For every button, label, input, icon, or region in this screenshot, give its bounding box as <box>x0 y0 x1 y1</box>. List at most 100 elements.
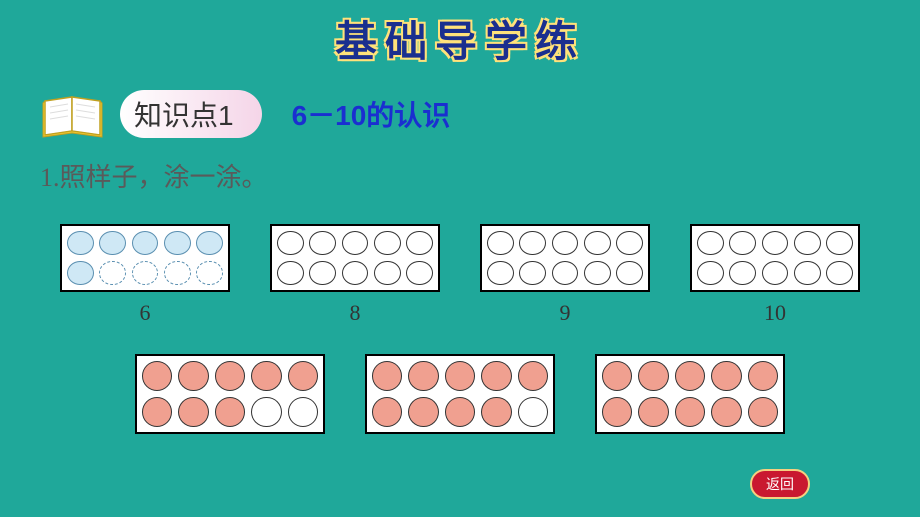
circle-icon <box>748 361 778 391</box>
grid-cell <box>673 359 707 393</box>
circle-icon <box>178 361 208 391</box>
grid-cell <box>176 359 210 393</box>
circle-icon <box>697 261 724 286</box>
circle-icon <box>445 361 475 391</box>
circle-icon <box>99 261 126 286</box>
grid-cell <box>760 229 790 257</box>
grid-cell <box>372 229 402 257</box>
grid-cell <box>792 229 822 257</box>
grid-cell <box>162 259 192 287</box>
grid-label: 6 <box>140 300 151 326</box>
circle-icon <box>794 261 821 286</box>
grid-cell <box>340 229 370 257</box>
circle-icon <box>729 231 756 256</box>
grid-cell <box>405 259 435 287</box>
grid-cell <box>195 259 225 287</box>
knowledge-subtitle: 6－10的认识 <box>292 94 451 134</box>
circle-icon <box>519 261 546 286</box>
grid-block: 10 <box>690 224 860 326</box>
grid-cell <box>695 229 725 257</box>
grid-cell <box>140 395 174 429</box>
grid-label: 10 <box>764 300 786 326</box>
circle-icon <box>748 397 778 427</box>
circle-icon <box>487 231 514 256</box>
circle-icon <box>178 397 208 427</box>
grid-cell <box>97 259 127 287</box>
grid-cell <box>582 259 612 287</box>
grid-cell <box>636 359 670 393</box>
circle-icon <box>518 397 548 427</box>
grid-cell <box>130 259 160 287</box>
circle-icon <box>408 361 438 391</box>
book-icon <box>40 89 110 139</box>
grid-cell <box>516 359 550 393</box>
grid-cell <box>746 359 780 393</box>
circle-icon <box>406 231 433 256</box>
circle-icon <box>251 397 281 427</box>
circle-icon <box>552 261 579 286</box>
circle-icon <box>408 397 438 427</box>
circle-icon <box>519 231 546 256</box>
grid-cell <box>636 395 670 429</box>
circle-icon <box>372 397 402 427</box>
circle-icon <box>445 397 475 427</box>
circle-icon <box>711 397 741 427</box>
grid-cell <box>249 359 283 393</box>
circle-icon <box>99 231 126 256</box>
circle-icon <box>309 261 336 286</box>
circle-icon <box>729 261 756 286</box>
grid-cell <box>825 259 855 287</box>
ten-frame-grid <box>365 354 555 434</box>
grid-block <box>595 354 785 434</box>
grid-cell <box>370 359 404 393</box>
circle-icon <box>164 231 191 256</box>
circle-icon <box>215 397 245 427</box>
ten-frame-grid <box>690 224 860 292</box>
grid-cell <box>65 229 95 257</box>
circle-icon <box>288 361 318 391</box>
return-button[interactable]: 返回 <box>750 469 810 499</box>
grid-label: 9 <box>560 300 571 326</box>
grid-cell <box>709 359 743 393</box>
grid-cell <box>485 229 515 257</box>
grid-label: 8 <box>350 300 361 326</box>
ten-frame-grid <box>60 224 230 292</box>
grid-cell <box>286 395 320 429</box>
grid-cell <box>673 395 707 429</box>
ten-frame-grid <box>595 354 785 434</box>
circle-icon <box>374 261 401 286</box>
grid-cell <box>479 395 513 429</box>
grid-cell <box>550 229 580 257</box>
grid-cell <box>517 229 547 257</box>
knowledge-pill: 知识点1 <box>120 90 262 138</box>
grid-cell <box>307 259 337 287</box>
circle-icon <box>132 231 159 256</box>
circle-icon <box>487 261 514 286</box>
grid-cell <box>370 395 404 429</box>
circle-icon <box>142 397 172 427</box>
circle-icon <box>67 231 94 256</box>
grid-cell <box>405 229 435 257</box>
grid-cell <box>615 259 645 287</box>
page-title: 基础导学练 <box>335 20 585 66</box>
circle-icon <box>602 397 632 427</box>
grid-cell <box>443 395 477 429</box>
circle-icon <box>196 261 223 286</box>
circle-icon <box>638 361 668 391</box>
ten-frame-grid <box>270 224 440 292</box>
circle-icon <box>406 261 433 286</box>
grid-cell <box>65 259 95 287</box>
circle-icon <box>711 361 741 391</box>
circle-icon <box>481 361 511 391</box>
grid-cell <box>517 259 547 287</box>
grid-cell <box>406 359 440 393</box>
page-title-container: 基础导学练 <box>0 0 920 69</box>
grid-block: 9 <box>480 224 650 326</box>
grid-cell <box>249 395 283 429</box>
circle-icon <box>762 231 789 256</box>
circle-icon <box>584 231 611 256</box>
grid-cell <box>615 229 645 257</box>
circle-icon <box>616 261 643 286</box>
circle-icon <box>602 361 632 391</box>
circle-icon <box>697 231 724 256</box>
